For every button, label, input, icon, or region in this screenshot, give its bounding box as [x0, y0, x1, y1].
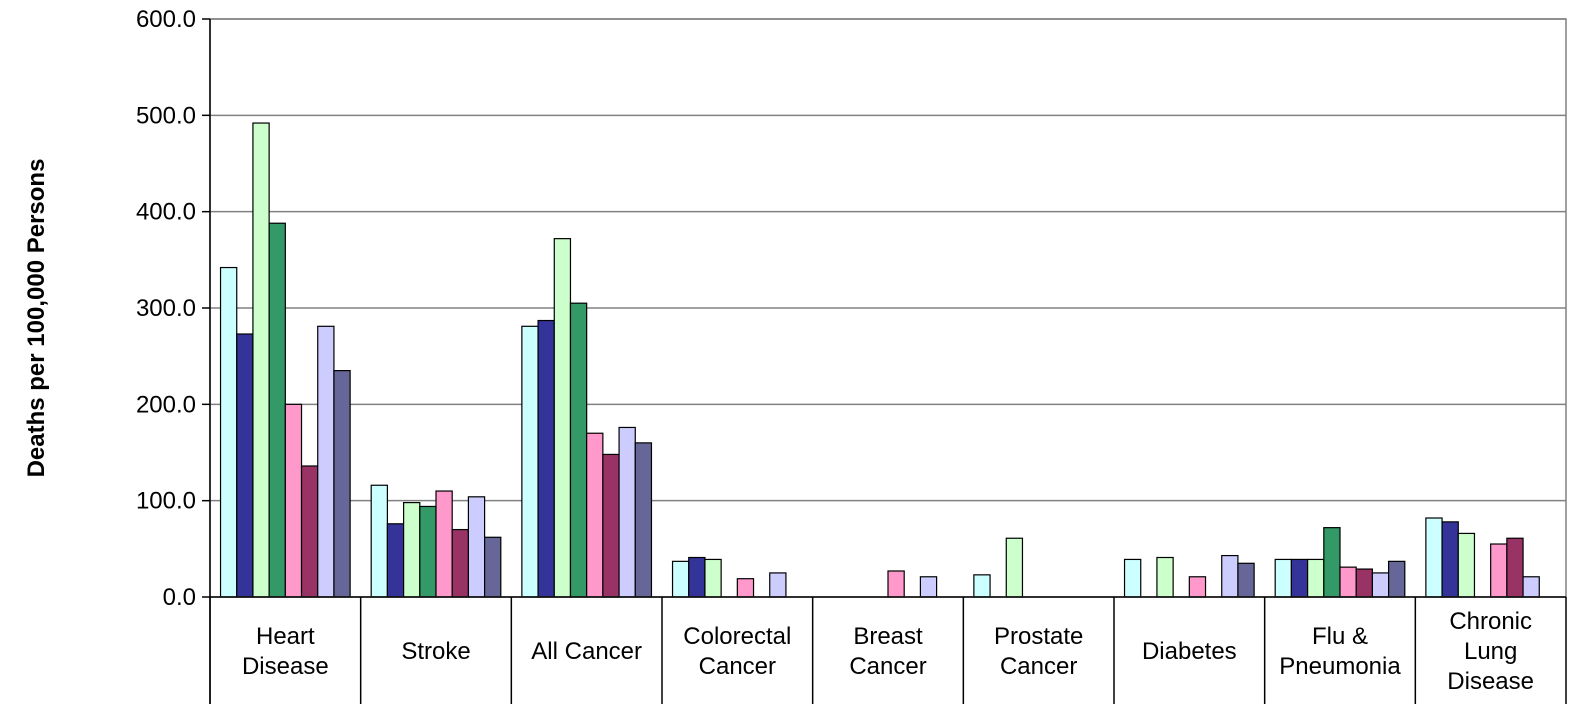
category-label-line: Disease	[242, 653, 329, 680]
bar	[236, 333, 254, 598]
category-label-line: Cancer	[1000, 653, 1077, 680]
bar	[1237, 562, 1255, 598]
category-label-line: Pneumonia	[1279, 653, 1401, 680]
category-label: Breast Cancer	[849, 623, 926, 680]
category-label-line: Chronic	[1449, 608, 1532, 635]
category-label-line: Lung	[1464, 638, 1517, 665]
category-label-line: Heart	[256, 623, 315, 650]
bar	[521, 325, 539, 598]
bar	[300, 465, 319, 598]
category-label-line: Stroke	[401, 638, 470, 665]
bar	[569, 302, 588, 598]
category-label-line: Diabetes	[1142, 638, 1237, 665]
bar	[1221, 554, 1239, 598]
bars	[219, 122, 1540, 598]
bar	[1506, 537, 1524, 598]
bar	[1290, 558, 1309, 598]
bar	[1355, 568, 1373, 598]
bar	[973, 574, 991, 598]
category-label: Colorectal Cancer	[683, 623, 791, 680]
bar	[1188, 576, 1207, 598]
category-label: Prostate Cancer	[994, 623, 1083, 680]
bar	[1005, 537, 1024, 598]
bar	[736, 578, 755, 598]
bar	[451, 528, 470, 598]
bar	[1306, 558, 1325, 598]
bar	[602, 453, 620, 598]
y-tick-label: 200.0	[136, 391, 196, 418]
bar	[317, 325, 335, 598]
bar	[586, 432, 604, 598]
category-label-line: Cancer	[849, 653, 926, 680]
y-tick-label: 0.0	[163, 584, 196, 611]
category-label: Flu & Pneumonia	[1279, 623, 1401, 680]
category-label-line: Flu &	[1312, 623, 1368, 650]
bar	[1441, 521, 1459, 598]
category-label: Chronic Lung Disease	[1447, 608, 1534, 695]
bar	[769, 572, 787, 598]
category-label: Stroke	[401, 638, 470, 665]
bar	[1522, 576, 1540, 598]
y-tick-labels: 0.0 100.0 200.0 300.0 400.0 500.0 600.0	[136, 6, 210, 611]
bar	[219, 266, 238, 598]
bar	[1339, 566, 1357, 598]
bar	[1156, 556, 1174, 598]
bar	[484, 536, 502, 598]
category-label-line: Colorectal	[683, 623, 791, 650]
bar	[1490, 543, 1508, 598]
bar	[919, 576, 938, 598]
bar	[671, 560, 690, 598]
category-label: Heart Disease	[242, 623, 329, 680]
category-label: All Cancer	[531, 638, 642, 665]
bar	[435, 490, 453, 598]
category-label: Diabetes	[1142, 638, 1237, 665]
bar	[268, 222, 286, 598]
bar	[467, 496, 486, 598]
bar	[537, 319, 555, 598]
bar	[403, 501, 421, 598]
category-label-line: Disease	[1447, 668, 1534, 695]
bar	[1387, 560, 1406, 598]
y-tick-label: 500.0	[136, 102, 196, 129]
bar	[419, 505, 437, 598]
category-label-line: Breast	[853, 623, 923, 650]
bar	[704, 558, 722, 598]
bar	[284, 403, 303, 598]
bar	[333, 370, 351, 598]
y-axis-title: Deaths per 100,000 Persons	[23, 159, 50, 478]
y-tick-label: 600.0	[136, 6, 196, 33]
bar	[1457, 532, 1476, 598]
bar	[370, 484, 389, 598]
bar	[1425, 517, 1443, 598]
category-labels: Heart Disease Stroke All Cancer Colorectal Ca…	[209, 597, 1567, 704]
axes	[209, 18, 1567, 704]
y-tick-label: 300.0	[136, 295, 196, 322]
category-label-line: Cancer	[699, 653, 776, 680]
y-tick-label: 100.0	[136, 488, 196, 515]
category-label-line: Prostate	[994, 623, 1083, 650]
category-label-line: All Cancer	[531, 638, 642, 665]
bar	[1371, 572, 1390, 598]
bar	[1323, 527, 1341, 598]
bar	[386, 523, 405, 598]
bar	[252, 122, 270, 598]
bar	[553, 238, 572, 598]
bar	[1274, 558, 1292, 598]
gridlines	[210, 18, 1566, 502]
bar	[618, 426, 636, 598]
bar	[688, 556, 706, 598]
bar	[1123, 558, 1142, 598]
y-tick-label: 400.0	[136, 199, 196, 226]
bar	[887, 570, 905, 598]
bar	[634, 442, 653, 598]
